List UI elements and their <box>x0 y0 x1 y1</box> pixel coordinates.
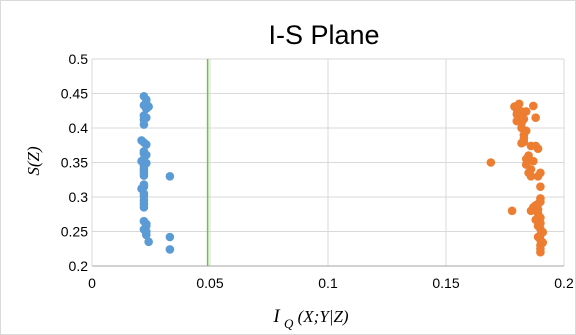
series-2-point <box>517 138 526 148</box>
series-1-point <box>141 230 151 240</box>
y-tick-label: 0.25 <box>61 224 88 240</box>
x-tick-label: 0.15 <box>432 275 459 291</box>
series-2-point <box>529 156 538 166</box>
series-2-point <box>486 158 496 167</box>
x-tick-label: 0.05 <box>196 275 223 291</box>
tick-labels: 0.2 0.25 0.3 0.35 0.4 0.45 0.5 0 0.05 0.1 0.15 0.2 <box>61 51 574 291</box>
series-1-point <box>165 245 175 254</box>
series-2-point <box>529 101 538 111</box>
data-points <box>137 91 548 257</box>
series-2-point <box>536 247 545 257</box>
y-tick-label: 0.4 <box>69 120 89 136</box>
x-axis-label-rest: (X;Y|Z) <box>298 307 349 326</box>
axes <box>91 59 564 267</box>
series-1-point <box>165 172 175 181</box>
y-tick-label: 0.5 <box>69 51 89 67</box>
series-1-point <box>139 171 149 180</box>
series-1-point <box>144 237 153 247</box>
x-axis-label-main: I <box>272 306 281 327</box>
x-tick-label: 0.1 <box>318 275 338 291</box>
series-2-point <box>526 206 536 216</box>
series-2-point <box>533 144 543 153</box>
y-tick-label: 0.2 <box>69 258 89 274</box>
series-1-point <box>139 203 149 212</box>
y-tick-label: 0.35 <box>61 155 88 171</box>
y-axis-label: S(Z) <box>24 146 43 176</box>
y-tick-label: 0.45 <box>61 86 88 102</box>
series-2-point <box>507 206 517 216</box>
series-1-point <box>141 104 151 113</box>
series-2-point <box>526 172 536 181</box>
x-axis-label: I Q (X;Y|Z) <box>272 306 349 332</box>
series-2-point <box>536 182 545 191</box>
series-2-point <box>526 141 536 151</box>
gridlines <box>92 58 565 266</box>
x-tick-label: 0.2 <box>554 275 574 291</box>
series-2-point <box>533 172 543 181</box>
series-2-point <box>521 107 531 116</box>
series-1-point <box>165 232 175 242</box>
x-tick-label: 0 <box>88 275 96 291</box>
series-2-point <box>531 113 540 122</box>
y-tick-label: 0.3 <box>69 189 89 205</box>
chart-title: I-S Plane <box>268 20 379 50</box>
x-axis-label-subscript: Q <box>284 316 294 331</box>
series-1-point <box>141 140 151 149</box>
series-1-point <box>139 120 149 129</box>
